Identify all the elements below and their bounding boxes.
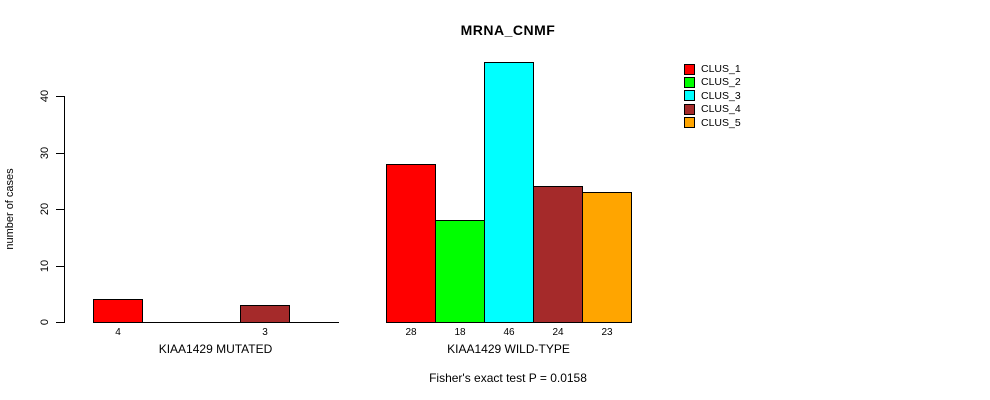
bar-value-label: 46 <box>503 327 515 338</box>
y-axis-tick-label: 10 <box>39 259 51 273</box>
bar-clus-1-group0 <box>93 299 143 323</box>
y-axis-tick <box>56 153 64 154</box>
y-axis-tick-label: 30 <box>39 146 51 160</box>
legend-item-clus-3: CLUS_3 <box>684 90 741 102</box>
y-axis-label: number of cases <box>4 168 16 250</box>
legend-item-clus-5: CLUS_5 <box>684 117 741 129</box>
legend-item-clus-1: CLUS_1 <box>684 63 741 75</box>
group-label-wild-type: KIAA1429 WILD-TYPE <box>447 342 570 356</box>
y-axis-tick <box>56 96 64 97</box>
x-axis-baseline <box>93 322 339 323</box>
y-axis-tick-label: 20 <box>39 202 51 216</box>
legend-item-clus-4: CLUS_4 <box>684 103 741 115</box>
group-label-mutated: KIAA1429 MUTATED <box>158 342 273 356</box>
legend-swatch-icon <box>684 103 695 115</box>
legend-swatch-icon <box>684 76 695 88</box>
legend-swatch-icon <box>684 90 695 102</box>
y-axis-tick <box>56 322 64 323</box>
bar-value-label: 23 <box>601 327 613 338</box>
bar-value-label: 3 <box>262 327 268 338</box>
legend-label: CLUS_3 <box>701 89 741 102</box>
legend-label: CLUS_2 <box>701 76 741 89</box>
legend-label: CLUS_5 <box>701 116 741 129</box>
bar-value-label: 28 <box>405 327 417 338</box>
y-axis-line <box>64 96 65 323</box>
y-axis-tick-label: 40 <box>39 89 51 103</box>
bar-clus-4-group1 <box>533 186 583 323</box>
y-axis-tick-label: 0 <box>39 318 51 326</box>
legend-label: CLUS_1 <box>701 63 741 75</box>
bar-value-label: 18 <box>454 327 466 338</box>
bar-clus-1-group1 <box>386 164 436 323</box>
bar-value-label: 4 <box>115 327 121 338</box>
y-axis-tick <box>56 209 64 210</box>
bar-clus-4-group0 <box>240 305 290 323</box>
bar-clus-5-group1 <box>582 192 632 323</box>
chart-title: MRNA_CNMF <box>460 22 556 38</box>
fisher-test-caption: Fisher's exact test P = 0.0158 <box>429 371 587 385</box>
bar-clus-3-group1 <box>484 62 534 323</box>
legend-swatch-icon <box>684 117 695 129</box>
legend-swatch-icon <box>684 63 695 75</box>
legend-label: CLUS_4 <box>701 103 741 116</box>
bar-clus-2-group1 <box>435 220 485 323</box>
legend-item-clus-2: CLUS_2 <box>684 76 741 88</box>
bar-value-label: 24 <box>552 327 564 338</box>
y-axis-tick <box>56 266 64 267</box>
